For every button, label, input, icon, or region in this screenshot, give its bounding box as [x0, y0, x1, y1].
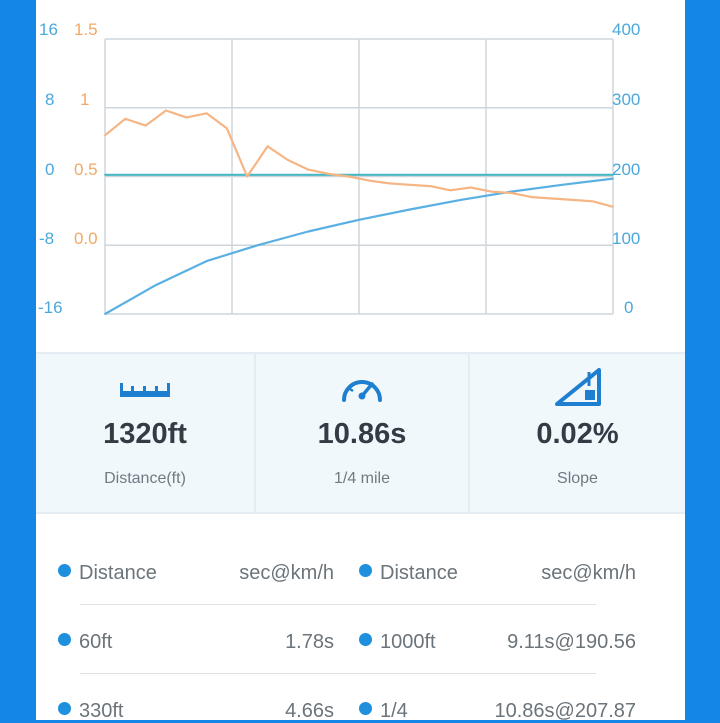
table-cell: 4.66s [285, 700, 334, 722]
data-point [429, 185, 432, 188]
data-point [327, 172, 330, 175]
data-point [256, 244, 259, 247]
table-cell: 9.11s@190.56 [507, 631, 636, 653]
table-cell: 1/4 [359, 700, 408, 723]
y1-tick-label: -16 [38, 298, 63, 317]
stat-value: 1320ft [103, 418, 187, 450]
y1-tick-label: 16 [39, 20, 58, 39]
row-divider [80, 604, 596, 605]
data-point [307, 230, 310, 233]
data-point [571, 198, 574, 201]
bullet-icon [359, 564, 372, 577]
stat-slope: 0.02% Slope [470, 354, 685, 512]
data-point [561, 183, 564, 186]
speedometer-icon [342, 380, 382, 402]
y3-tick-label: 0 [624, 298, 634, 317]
data-point [388, 182, 391, 185]
stat-value: 10.86s [317, 418, 407, 450]
y2-tick-label: 0.5 [74, 160, 98, 179]
data-point [226, 127, 228, 130]
data-point [449, 189, 452, 192]
data-point [408, 183, 411, 186]
bullet-icon [58, 564, 71, 577]
stat-divider [468, 354, 470, 512]
bullet-icon [58, 702, 71, 715]
performance-chart: 16 8 0 -8 -16 1.5 1 0.5 0.0 400 300 200 … [36, 0, 685, 345]
bullet-icon [359, 702, 372, 715]
data-point [551, 197, 553, 200]
y1-tick-label: 8 [45, 90, 55, 109]
stat-divider [254, 354, 256, 512]
data-point [205, 112, 208, 115]
data-point [368, 179, 371, 182]
data-point [530, 196, 533, 199]
data-point [144, 124, 147, 127]
data-point [347, 175, 350, 178]
data-point [408, 208, 411, 211]
y2-tick-label: 1 [80, 90, 90, 109]
bullet-icon [58, 633, 71, 646]
results-panel: 16 8 0 -8 -16 1.5 1 0.5 0.0 400 300 200 … [36, 0, 685, 723]
stat-caption: Distance(ft) [104, 470, 186, 487]
data-point [612, 173, 614, 176]
data-point [124, 117, 127, 120]
stat-caption: Slope [557, 470, 598, 487]
data-point [246, 175, 249, 178]
data-point [490, 190, 492, 193]
table-cell: 10.86s@207.87 [494, 700, 636, 722]
y3-tick-label: 300 [612, 90, 641, 109]
data-point [104, 173, 106, 176]
data-point [510, 192, 513, 194]
y1-tick-label: -8 [39, 229, 55, 248]
table-header-cell: Distance [58, 562, 157, 585]
table-cell: 60ft [58, 631, 112, 654]
stat-value: 0.02% [536, 418, 619, 450]
data-point [104, 313, 106, 315]
stat-quarter-mile: 10.86s 1/4 mile [256, 354, 468, 512]
table-cell: 1000ft [359, 631, 436, 654]
split-times-table: Distance sec@km/h Distance sec@km/h 60ft… [36, 510, 685, 723]
data-point [612, 177, 614, 180]
data-point [104, 134, 106, 137]
acceleration-line [104, 109, 614, 208]
table-header-cell: sec@km/h [239, 562, 334, 584]
data-point [307, 168, 310, 171]
y3-tick-label: 100 [612, 229, 641, 248]
data-point [266, 145, 269, 148]
data-point [286, 159, 289, 161]
data-point [612, 205, 614, 208]
table-cell: 1.78s [285, 631, 334, 653]
data-point [165, 109, 167, 112]
row-divider [80, 673, 596, 674]
summary-stats: 1320ft Distance(ft) 10.86s 1/4 mile [36, 352, 685, 514]
table-cell: 330ft [58, 700, 123, 723]
stat-distance: 1320ft Distance(ft) [36, 354, 254, 512]
data-point [591, 200, 594, 203]
chart-canvas [104, 38, 614, 315]
data-point [358, 218, 360, 221]
y3-tick-label: 200 [612, 160, 641, 179]
data-point [469, 186, 472, 189]
data-point [154, 284, 157, 287]
table-header-cell: sec@km/h [541, 562, 636, 584]
y2-tick-label: 1.5 [74, 20, 98, 39]
data-point [185, 116, 188, 119]
y2-tick-label: 0.0 [74, 229, 98, 248]
table-header-cell: Distance [359, 562, 458, 585]
slope-icon [554, 368, 601, 406]
bullet-icon [359, 633, 372, 646]
y3-tick-label: 400 [612, 20, 641, 39]
stat-caption: 1/4 mile [333, 470, 391, 487]
ruler-icon [120, 383, 170, 397]
data-point [205, 260, 208, 262]
data-point [459, 198, 462, 201]
y1-tick-label: 0 [45, 160, 55, 179]
